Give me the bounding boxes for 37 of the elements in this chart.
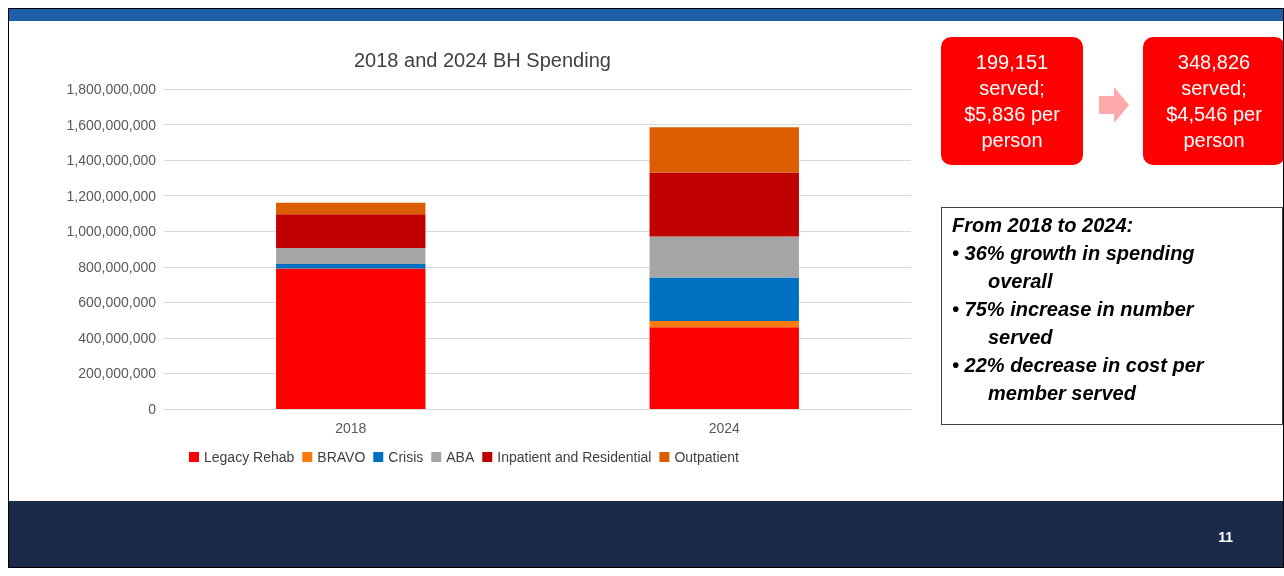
- text: 199,151 served; $5,836 per person: [941, 37, 1083, 165]
- bar: [276, 268, 426, 409]
- text: 348,826 served; $4,546 per person: [1143, 37, 1284, 165]
- text: • 22% decrease in cost per member served: [952, 353, 1206, 406]
- chart-title: 2018 and 2024 BH Spending: [354, 49, 611, 71]
- bar: [649, 127, 799, 173]
- bar: [649, 172, 799, 237]
- x-tick-label: 2018: [335, 420, 367, 436]
- bar: [276, 214, 426, 249]
- legend-label: BRAVO: [317, 449, 366, 465]
- legend-label: ABA: [446, 449, 475, 465]
- bar: [649, 236, 799, 278]
- y-tick-label: 1,600,000,000: [66, 116, 157, 133]
- bar: [649, 321, 799, 328]
- legend-label: Crisis: [388, 449, 424, 465]
- y-tick-label: 1,000,000,000: [66, 223, 157, 240]
- y-tick-label: 200,000,000: [78, 365, 157, 382]
- legend-label: Inpatient and Residential: [497, 449, 652, 465]
- bar: [276, 248, 426, 265]
- legend-label: Legacy Rehab: [204, 449, 295, 465]
- bar: [649, 327, 799, 409]
- y-tick-label: 1,200,000,000: [66, 187, 157, 204]
- y-tick-label: 800,000,000: [78, 258, 157, 275]
- legend-label: Outpatient: [674, 449, 740, 465]
- y-tick-label: 400,000,000: [78, 329, 157, 346]
- y-tick-label: 600,000,000: [78, 294, 157, 311]
- y-tick-label: 1,800,000,000: [66, 81, 157, 97]
- y-tick-label: 1,400,000,000: [66, 152, 157, 169]
- text: 11: [1218, 529, 1233, 545]
- x-tick-label: 2024: [708, 420, 741, 436]
- text: From 2018 to 2024:: [952, 214, 1135, 237]
- bar: [649, 277, 799, 321]
- bar: [276, 202, 426, 215]
- text: • 36% growth in spending overall: [952, 241, 1196, 294]
- y-tick-label: 0: [148, 401, 157, 417]
- text: • 75% increase in number served: [952, 297, 1196, 350]
- bar: [276, 264, 426, 269]
